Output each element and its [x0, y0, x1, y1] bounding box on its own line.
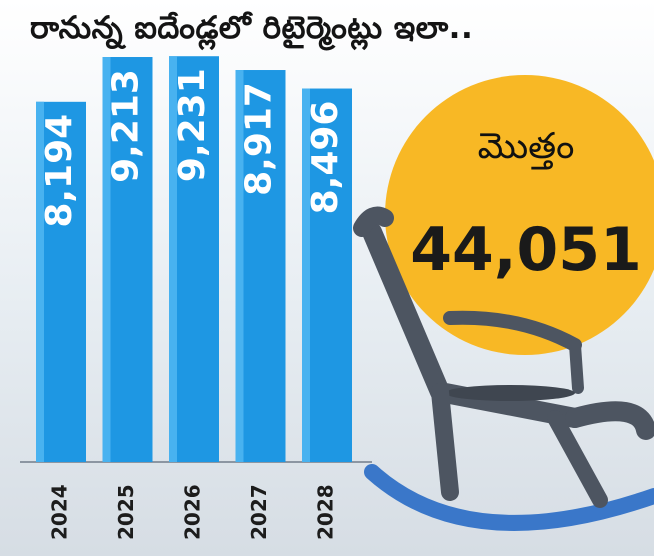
total-label: మొత్తం	[478, 126, 575, 170]
bar-2027	[235, 70, 286, 462]
x-tick-label-2026: 2026	[181, 484, 205, 540]
chair-seat	[445, 385, 575, 401]
bar-value-label-2026: 9,231	[172, 68, 213, 182]
bar-2026	[169, 56, 219, 463]
bar-value-label-2027: 8,917	[239, 82, 280, 196]
chair-back-leg	[431, 383, 459, 501]
bar-highlight-2025	[102, 57, 111, 463]
total-circle	[385, 75, 654, 355]
bar-2025	[102, 57, 153, 463]
total-value: 44,051	[410, 215, 642, 285]
bar-highlight-2027	[235, 70, 244, 462]
x-tick-label-2024: 2024	[48, 484, 72, 540]
chair-seat-front	[565, 401, 654, 440]
chair-front-leg	[547, 410, 608, 508]
x-tick-label-2027: 2027	[247, 484, 271, 540]
chair-armrest	[443, 310, 582, 352]
x-tick-label-2028: 2028	[314, 484, 338, 540]
bar-2028	[302, 88, 352, 462]
bar-value-label-2024: 8,194	[39, 114, 80, 228]
bar-series: 8,194 2024 9,213 2025 9,231 2026 8,917 2027 8,49…	[36, 56, 352, 540]
x-tick-label-2025: 2025	[114, 484, 138, 540]
bar-value-label-2025: 9,213	[106, 69, 147, 183]
rocking-chair-icon	[353, 75, 654, 531]
bar-value-label-2028: 8,496	[305, 101, 346, 215]
chair-headrest	[353, 206, 394, 237]
chair-arm-post	[569, 339, 584, 394]
bar-2024	[36, 101, 86, 462]
chart-title: రానున్న ఐదేండ్లలో రిటైర్మెంట్లు ఇలా..	[30, 10, 474, 46]
bar-highlight-2028	[302, 88, 310, 462]
chair-rocker-base	[364, 464, 654, 531]
bar-highlight-2026	[169, 56, 177, 463]
bar-highlight-2024	[36, 101, 44, 462]
